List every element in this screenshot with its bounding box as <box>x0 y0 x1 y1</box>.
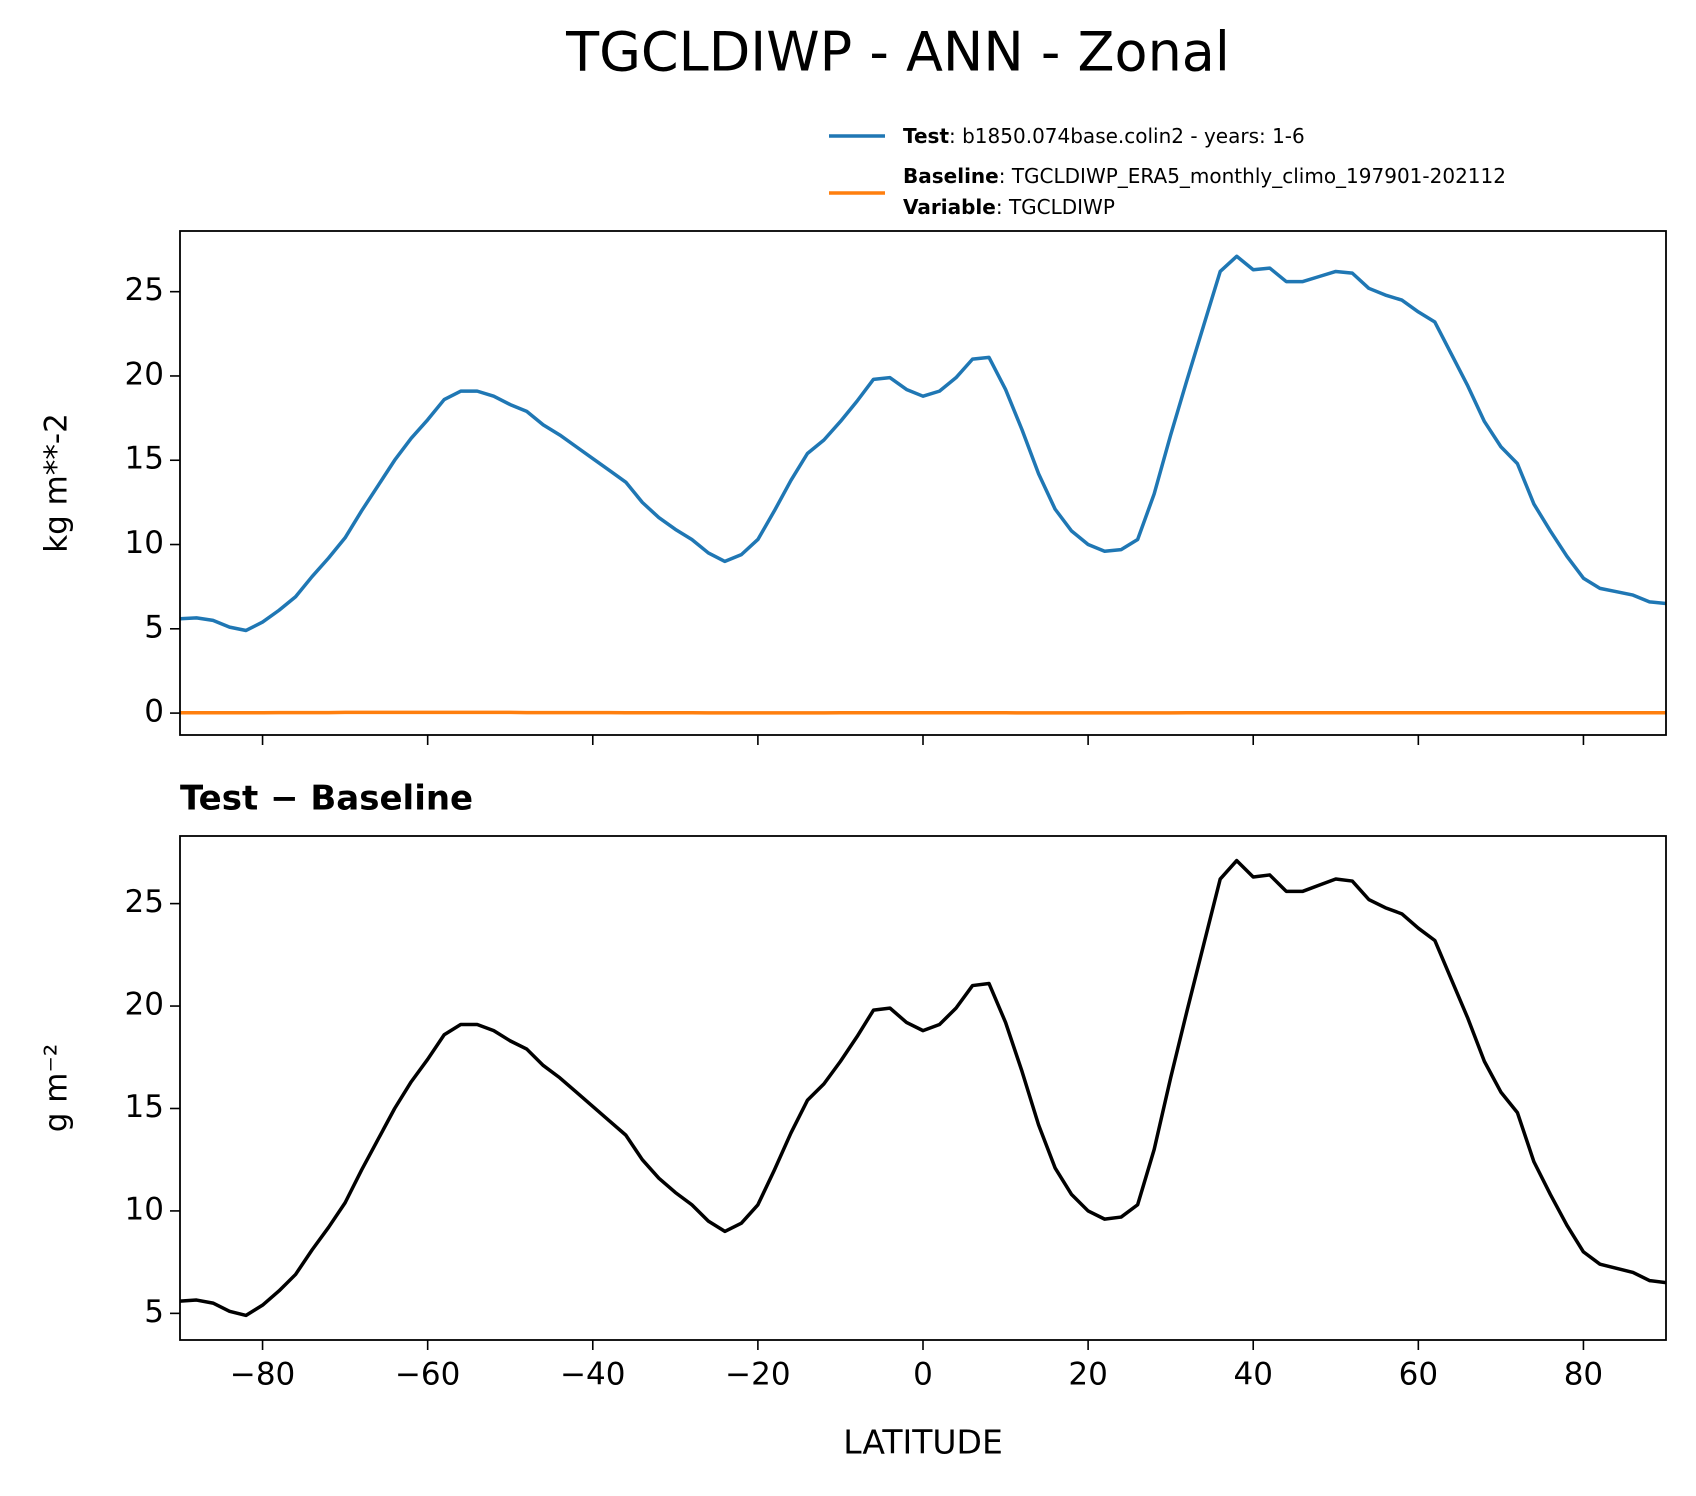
y-tick-label: 25 <box>125 884 164 920</box>
axes-frame <box>179 835 1667 1341</box>
y-tick-label: 20 <box>125 356 164 392</box>
x-tick-label: −40 <box>560 1357 625 1393</box>
legend-entry: Baseline: TGCLDIWP_ERA5_monthly_climo_19… <box>903 164 1506 188</box>
x-tick-label: 80 <box>1564 1357 1603 1393</box>
y-tick-label: 10 <box>125 525 164 561</box>
legend-entry: Test: b1850.074base.colin2 - years: 1-6 <box>903 124 1305 148</box>
figure-title: TGCLDIWP - ANN - Zonal <box>565 21 1230 84</box>
x-axis-label: LATITUDE <box>843 1423 1003 1462</box>
legend-description: : TGCLDIWP_ERA5_monthly_climo_197901-202… <box>999 164 1506 188</box>
x-tick-label: −80 <box>230 1357 295 1393</box>
y-tick-label: 5 <box>144 1294 164 1330</box>
legend-description: : TGCLDIWP <box>996 195 1115 219</box>
y-tick-label: 5 <box>144 609 164 645</box>
panel-title: Test − Baseline <box>180 779 473 819</box>
y-tick-label: 15 <box>125 1089 164 1125</box>
legend-name: Test <box>903 124 949 148</box>
x-tick-label: 40 <box>1233 1357 1272 1393</box>
y-tick-label: 0 <box>144 694 164 730</box>
x-tick-label: 0 <box>913 1357 933 1393</box>
legend-name: Baseline <box>903 164 999 188</box>
legend-entry: Variable: TGCLDIWP <box>903 195 1115 219</box>
x-tick-label: 20 <box>1068 1357 1107 1393</box>
series-line <box>180 858 1666 1318</box>
x-tick-label: −60 <box>395 1357 460 1393</box>
legend-name: Variable <box>903 195 996 219</box>
x-tick-label: 60 <box>1399 1357 1438 1393</box>
legend: Test: b1850.074base.colin2 - years: 1-6 … <box>829 124 1506 219</box>
legend-description: : b1850.074base.colin2 - years: 1-6 <box>949 124 1305 148</box>
series-line <box>180 710 1666 715</box>
y-tick-label: 15 <box>125 441 164 477</box>
y-axis-label: kg m**-2 <box>39 413 75 553</box>
series-line <box>180 254 1666 633</box>
y-tick-label: 10 <box>125 1191 164 1227</box>
x-tick-label: −20 <box>725 1357 790 1393</box>
y-tick-label: 20 <box>125 987 164 1023</box>
y-tick-label: 25 <box>125 272 164 308</box>
y-axis-label: g m⁻² <box>39 1044 75 1133</box>
axes-frame <box>179 230 1667 736</box>
